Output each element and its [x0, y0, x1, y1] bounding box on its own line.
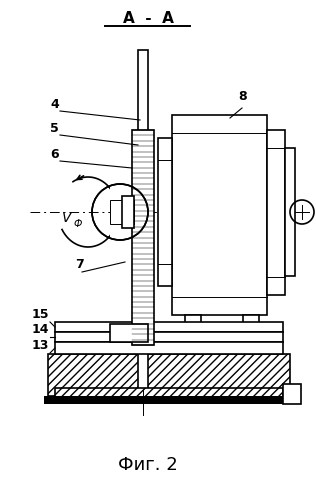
Bar [48, 354, 290, 396]
Text: V: V [62, 211, 71, 225]
Bar [172, 115, 267, 315]
Text: 4: 4 [50, 98, 59, 111]
Bar [110, 200, 134, 224]
Bar [55, 332, 283, 342]
Text: 15: 15 [32, 308, 50, 321]
Bar [185, 315, 201, 355]
Bar [132, 130, 154, 345]
Bar [267, 130, 285, 295]
Text: 7: 7 [75, 258, 84, 271]
Text: 13: 13 [32, 339, 49, 352]
Bar [110, 184, 130, 240]
Bar [55, 322, 283, 332]
Bar [44, 396, 300, 404]
Bar [243, 315, 259, 355]
Bar [55, 342, 283, 354]
Text: А  -  А: А - А [123, 10, 173, 25]
Bar [283, 384, 301, 404]
Bar [110, 324, 148, 342]
Bar [285, 148, 295, 276]
Text: Ф: Ф [73, 219, 82, 229]
Bar [138, 50, 148, 400]
Bar [122, 196, 134, 228]
Text: 6: 6 [50, 148, 59, 161]
Bar [55, 388, 283, 398]
Text: 5: 5 [50, 122, 59, 135]
Text: Фиг. 2: Фиг. 2 [118, 456, 178, 474]
Text: 14: 14 [32, 323, 50, 336]
Text: 8: 8 [238, 90, 246, 103]
Bar [158, 138, 172, 286]
